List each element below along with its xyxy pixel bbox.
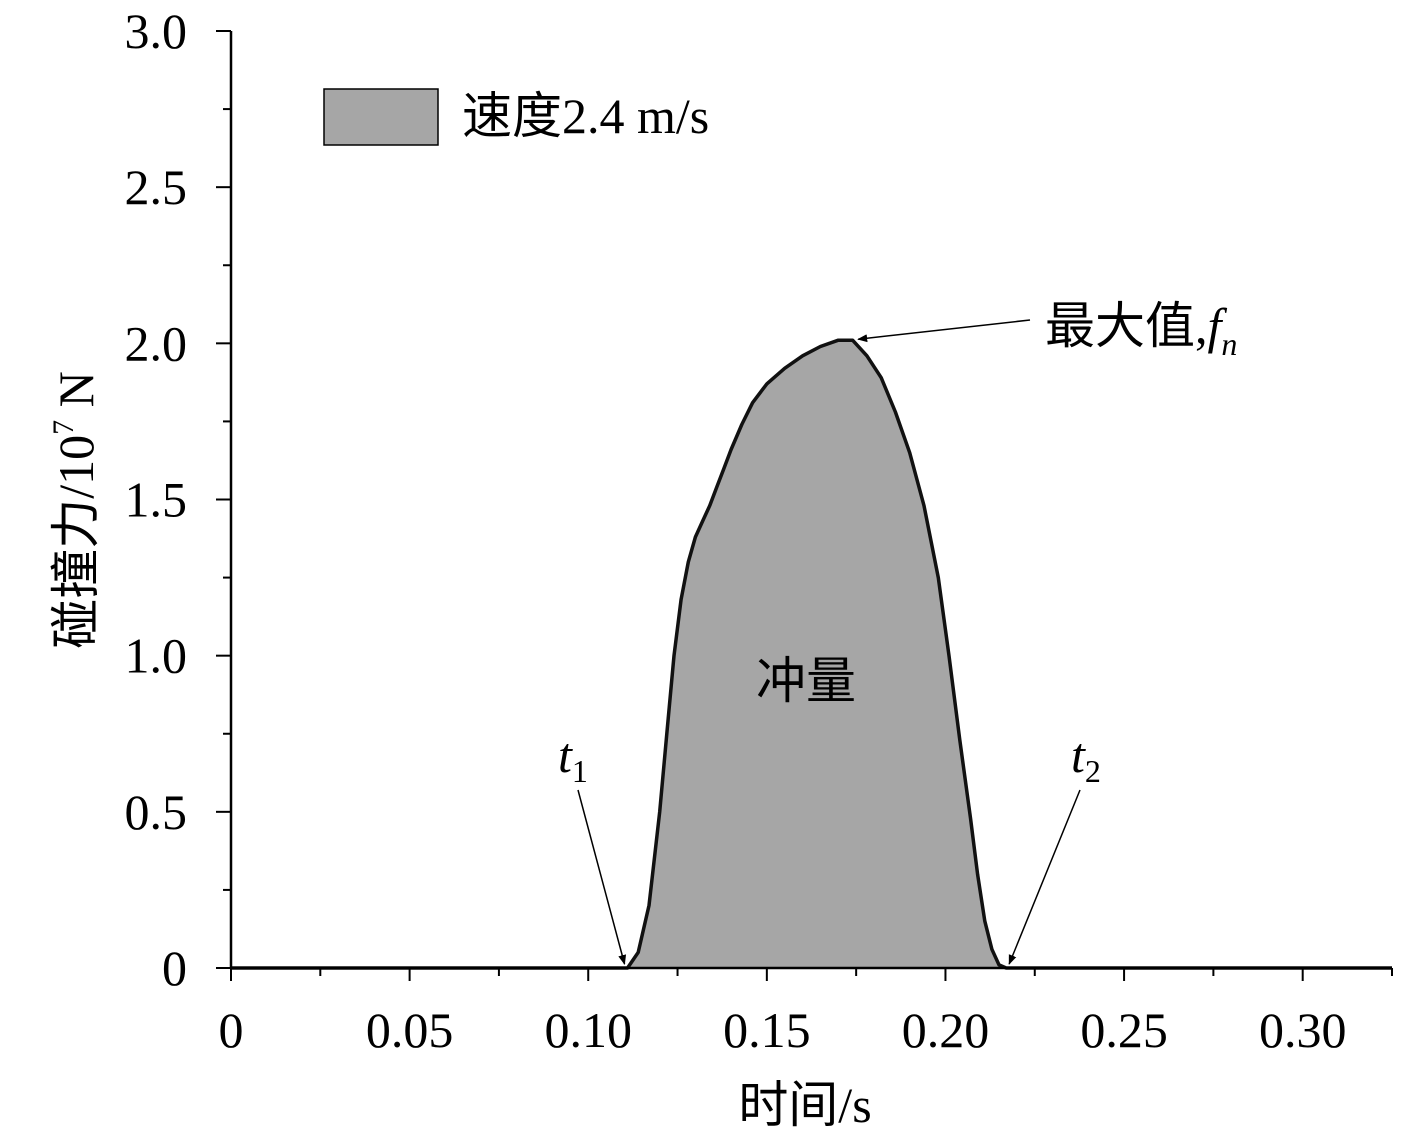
y-axis-title-main: 碰撞力/10 xyxy=(48,435,104,649)
t2-arrow xyxy=(1008,789,1081,965)
y-tick-label: 0.5 xyxy=(125,784,188,840)
y-axis-title-unit: N xyxy=(48,371,104,420)
legend-swatch xyxy=(323,88,439,146)
x-axis-title: 时间/s xyxy=(738,1077,871,1133)
series-layer xyxy=(231,338,1392,970)
peak-label-text: 最大值, xyxy=(1045,298,1208,354)
t1-symbol: t xyxy=(558,727,573,783)
t2-subscript: 2 xyxy=(1085,753,1101,789)
t1-subscript: 1 xyxy=(572,753,588,789)
series-area-0 xyxy=(231,340,1392,968)
y-tick-label: 2.5 xyxy=(125,159,188,215)
t2-symbol: t xyxy=(1071,727,1086,783)
t1-label: t1 xyxy=(558,727,588,789)
legend-label: 速度2.4 m/s xyxy=(462,88,709,144)
series-line-0 xyxy=(231,338,1392,970)
y-axis-ticks: 0 0.5 1.0 1.5 2.0 2.5 3.0 xyxy=(125,3,231,996)
x-tick-label: 0 xyxy=(219,1002,244,1058)
peak-label-subscript: n xyxy=(1221,326,1237,362)
y-tick-label: 2.0 xyxy=(125,315,188,371)
y-tick-label: 3.0 xyxy=(125,3,188,59)
peak-label: 最大值,fn xyxy=(1045,298,1237,362)
legend: 速度2.4 m/s xyxy=(323,88,709,146)
t2-label: t2 xyxy=(1071,727,1101,789)
x-axis-ticks: 0 0.05 0.10 0.15 0.20 0.25 0.30 xyxy=(219,968,1393,1058)
x-tick-label: 0.05 xyxy=(366,1002,454,1058)
peak-arrow xyxy=(857,319,1031,343)
y-axis-title: 碰撞力/107 N xyxy=(47,371,104,649)
y-axis-title-exponent: 7 xyxy=(47,420,80,435)
y-tick-label: 0 xyxy=(162,940,187,996)
x-tick-label: 0.20 xyxy=(902,1002,990,1058)
impulse-label: 冲量 xyxy=(756,653,856,709)
t1-arrow xyxy=(577,789,627,965)
x-tick-label: 0.30 xyxy=(1259,1002,1347,1058)
x-tick-label: 0.15 xyxy=(723,1002,811,1058)
y-tick-label: 1.0 xyxy=(125,628,188,684)
y-tick-label: 1.5 xyxy=(125,472,188,528)
x-tick-label: 0.25 xyxy=(1080,1002,1168,1058)
x-tick-label: 0.10 xyxy=(544,1002,632,1058)
